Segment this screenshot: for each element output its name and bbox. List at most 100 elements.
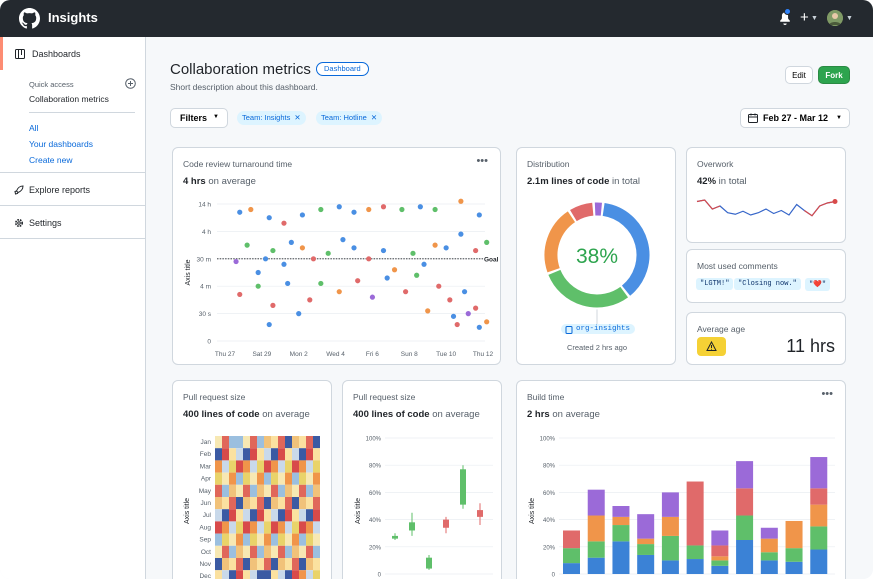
- bell-icon[interactable]: [778, 10, 792, 26]
- heatmap-cell: [285, 570, 292, 579]
- filter-chip-insights[interactable]: Team: Insights ✕: [237, 111, 306, 125]
- heatmap-cell: [299, 460, 306, 473]
- heatmap-cell: [243, 570, 250, 579]
- heatmap-cell: [278, 558, 285, 571]
- metric-value: 400 lines of code: [353, 409, 430, 420]
- heatmap-cell: [313, 570, 320, 579]
- heatmap-cell: [222, 570, 229, 579]
- filters-button[interactable]: Filters ▼: [170, 108, 228, 128]
- heatmap-cell: [215, 484, 222, 497]
- heatmap-cell: [250, 448, 257, 461]
- heatmap-cell: [257, 570, 264, 579]
- card-pr-size-candle: Pull request size 400 lines of code on a…: [342, 380, 502, 579]
- sidebar-link-create-new[interactable]: Create new: [29, 155, 73, 165]
- heatmap-cell: [299, 558, 306, 571]
- heatmap-cell: [215, 558, 222, 571]
- line-chart: [696, 199, 838, 217]
- heatmap-cell: [236, 521, 243, 534]
- heatmap-cell: [278, 460, 285, 473]
- close-icon[interactable]: ✕: [294, 113, 301, 122]
- heatmap-cell: [236, 460, 243, 473]
- scatter-point: [380, 247, 387, 254]
- heatmap-cell: [292, 545, 299, 558]
- scatter-point: [340, 237, 346, 243]
- kebab-horizontal-icon[interactable]: •••: [476, 155, 488, 167]
- heatmap-cell: [250, 521, 257, 534]
- divider: [29, 112, 135, 113]
- y-tick-label: 40%: [543, 518, 556, 524]
- stacked-bar-segment: [711, 560, 729, 566]
- heatmap-cell: [285, 521, 292, 534]
- sidebar-item-settings[interactable]: Settings: [0, 206, 146, 239]
- plus-icon[interactable]: +: [800, 9, 809, 26]
- heatmap-cell: [222, 533, 229, 546]
- heatmap-cell: [299, 521, 306, 534]
- card-value: 400 lines of code on average: [183, 409, 310, 420]
- chevron-down-icon[interactable]: ▼: [811, 15, 818, 22]
- heatmap-cell: [292, 509, 299, 522]
- heatmap-cell: [271, 521, 278, 534]
- filter-chip-hotline[interactable]: Team: Hotline ✕: [316, 111, 383, 125]
- scatter-point: [237, 291, 243, 298]
- kebab-horizontal-icon[interactable]: •••: [821, 388, 833, 400]
- fork-button[interactable]: Fork: [818, 66, 850, 84]
- row-label: Apr: [201, 476, 212, 483]
- y-tick-label: 40%: [369, 518, 382, 524]
- scatter-point: [366, 256, 372, 262]
- heatmap-cell: [215, 460, 222, 473]
- candle-body: [409, 522, 415, 531]
- stacked-bar-segment: [711, 530, 729, 546]
- y-tick-label: 80%: [543, 464, 556, 470]
- stacked-bar-segment: [810, 526, 828, 550]
- donut-center-label: 38%: [576, 245, 618, 268]
- quick-access-label: Quick access: [29, 80, 74, 89]
- add-circle-icon[interactable]: [125, 78, 136, 89]
- stacked-bar-segment: [637, 514, 655, 539]
- chevron-down-icon[interactable]: ▼: [846, 15, 853, 22]
- heatmap-cell: [264, 570, 271, 579]
- heatmap-cell: [257, 558, 264, 571]
- heatmap-cell: [257, 460, 264, 473]
- donut-chart: 38%: [544, 202, 650, 326]
- heatmap-cell: [292, 436, 299, 449]
- heatmap-cell: [306, 484, 313, 497]
- edit-button[interactable]: Edit: [785, 66, 813, 84]
- avatar[interactable]: [827, 10, 843, 26]
- sidebar-item-label: Settings: [29, 217, 62, 228]
- org-pill[interactable]: org-insights: [561, 324, 636, 334]
- sidebar-item-dashboards[interactable]: Dashboards: [0, 37, 146, 70]
- heatmap-cell: [271, 497, 278, 510]
- sidebar-link-all[interactable]: All: [29, 123, 39, 133]
- row-label: Jun: [201, 500, 212, 507]
- heatmap-cell: [236, 533, 243, 546]
- date-range-button[interactable]: Feb 27 - Mar 12 ▼: [740, 108, 850, 128]
- close-icon[interactable]: ✕: [370, 113, 378, 122]
- heatmap-cell: [222, 460, 229, 473]
- sidebar-link-your-dashboards[interactable]: Your dashboards: [29, 139, 93, 149]
- heatmap-cell: [306, 448, 313, 461]
- candle-body: [426, 557, 432, 569]
- heatmap-cell: [243, 484, 250, 497]
- heatmap-cell: [306, 436, 313, 449]
- stacked-bar-segment: [785, 520, 803, 549]
- scatter-point: [266, 215, 272, 221]
- github-logo-icon[interactable]: [19, 8, 40, 29]
- heatmap-cell: [243, 436, 250, 449]
- donut-slice: [570, 202, 594, 222]
- heatmap-cell: [299, 497, 306, 510]
- scatter-chart: 14 h 4 h 30 m 4 m 30 s 0 Thu 27 Sat 29 Mon 2 Wed …: [185, 198, 499, 358]
- heatmap-cell: [236, 497, 243, 510]
- heatmap-cell: [264, 448, 271, 461]
- stacked-bar-segment: [736, 540, 754, 574]
- y-tick-label: 60%: [543, 491, 556, 497]
- stacked-bar-segment: [587, 489, 605, 516]
- sidebar-item-explore-reports[interactable]: Explore reports: [0, 173, 146, 206]
- heatmap-cell: [229, 448, 236, 461]
- scatter-point: [288, 239, 294, 245]
- heatmap-cell: [264, 558, 271, 571]
- org-name: org-insights: [576, 325, 631, 333]
- quick-access-item[interactable]: Collaboration metrics: [29, 94, 109, 104]
- card-overwork: Overwork 42% in total: [686, 147, 846, 243]
- heatmap-cell: [278, 509, 285, 522]
- heatmap-cell: [271, 558, 278, 571]
